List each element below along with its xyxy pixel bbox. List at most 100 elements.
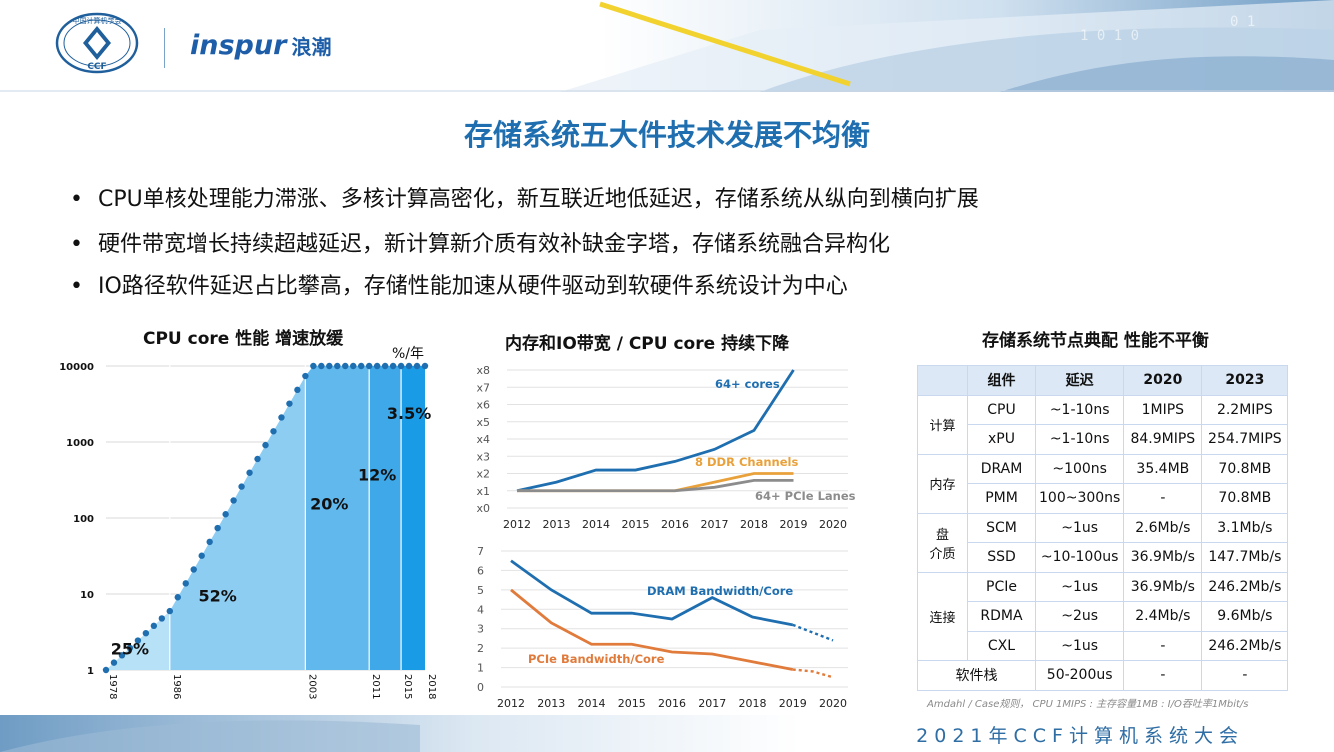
table-cell: 1MIPS [1123,394,1203,425]
table-cell: ~1-10ns [1034,424,1125,455]
series-label: 64+ PCIe Lanes [755,489,856,503]
logo-divider [164,28,165,68]
data-point [158,615,166,622]
table-cell: 36.9Mb/s [1123,542,1203,573]
y-tick-label: x7 [476,381,490,394]
data-point [326,362,333,370]
table-cell: ~2us [1034,601,1125,632]
y-tick-label: 7 [477,545,484,558]
data-point [118,652,126,659]
y-tick-label: x2 [476,468,490,481]
table-row: PMM 100~300ns -70.8MB [918,483,1289,514]
bandwidth-per-core-chart: 0 1 2 3 4 5 6 7 2012 2013 2014 2015 2016 2017 2018 2019… [477,545,848,710]
table-cell: xPU [967,424,1036,455]
y-tick-label: 4 [477,603,484,616]
data-point [270,428,277,435]
series-line [516,369,795,493]
ccf-logo: 中国计算机学会 CCF [55,12,139,74]
table-cell: - [1201,660,1289,691]
page-title: 存储系统五大件技术发展不均衡 [463,118,870,152]
segment-growth-label: 52% [199,586,237,605]
table-cell: - [1123,630,1203,661]
table-cell: ~10-100us [1034,542,1125,573]
segment-growth-label: 12% [358,466,396,485]
table-header-cell [917,365,968,396]
table-cell: 246.2Mb/s [1201,571,1289,602]
series-line [517,478,794,493]
x-tick-label: 2020 [819,697,847,710]
table-cell: 36.9Mb/s [1123,571,1203,602]
table-cell: 50-200us [1034,660,1125,691]
table-header-cell: 组件 [967,365,1036,396]
table-cell: DRAM [967,453,1036,484]
table-cell: ~100ns [1034,453,1125,484]
y-tick-label: 0 [477,681,484,694]
x-tick-label: 2012 [497,697,525,710]
x-tick-label: 2015 [622,518,650,530]
x-tick-label: 2017 [701,518,729,530]
x-tick-label: 2011 [370,674,381,699]
data-point [198,552,205,559]
y-tick-label: x6 [476,399,490,412]
table-cell: ~1us [1034,630,1125,661]
bullet-2-text: 硬件带宽增长持续超越延迟，新计算新介质有效补缺金字塔，存储系统融合异构化 [98,232,891,257]
table-cell: 软件栈 [917,660,1036,691]
x-tick-label: 1986 [171,674,182,699]
table-cell: SCM [967,512,1036,543]
table-cell: RDMA [967,601,1036,632]
data-point [222,511,229,518]
table-row: 软件栈 50-200us - - [917,660,1289,691]
svg-text:中国计算机学会: 中国计算机学会 [73,16,122,25]
data-point [126,644,134,652]
cpu-performance-chart: 1 10 100 1000 10000 25% 52% 20% 12% 3.5% 1978 1986 2… [59,362,437,699]
data-point [302,372,309,380]
area-segment [305,366,370,670]
data-point [150,622,158,630]
table-cell: 84.9MIPS [1123,424,1203,455]
table-group-cell: 盘介质 [917,512,968,573]
data-point [405,362,413,370]
table-cell: 100~300ns [1034,483,1125,514]
inspur-logo: inspur 浪潮 [190,30,332,61]
area-segment [401,366,425,670]
bandwidth-chart-title: 内存和IO带宽 / CPU core 持续下降 [505,334,790,354]
x-tick-label: 2013 [543,518,571,530]
data-point [174,594,181,601]
table-row: RDMA ~2us 2.4Mb/s 9.6Mb/s [918,601,1289,632]
table-group-cell: 内存 [917,453,968,514]
cpu-chart-title: CPU core 性能 增速放缓 [143,329,344,349]
data-point [318,362,325,370]
x-tick-label: 2014 [578,697,606,710]
data-point [389,362,397,370]
y-tick-label: 2 [477,642,484,655]
table-row: 连接 PCIe ~1us 36.9Mb/s 246.2Mb/s [917,571,1289,661]
data-point [214,524,221,532]
table-cell: 35.4MB [1123,453,1203,484]
data-point [182,580,189,587]
svg-text:1 0 1 0: 1 0 1 0 [1080,28,1139,44]
footer-conference: 2021年CCF计算机系统大会 [916,725,1244,747]
data-point [262,441,269,449]
area-segment [169,376,306,670]
y-tick-label: x4 [476,433,490,446]
table-header-cell: 2023 [1201,365,1289,396]
data-point [342,362,349,370]
data-point [350,362,357,370]
series-label: 64+ cores [715,377,780,391]
table-cell: SSD [967,542,1036,573]
table-header-cell: 延迟 [1034,365,1125,396]
segment-growth-label: 25% [111,639,149,658]
data-point [278,414,285,421]
table-cell: 2.2MIPS [1201,394,1289,425]
data-point [334,362,341,370]
x-tick-label: 2017 [698,697,726,710]
series-label: DRAM Bandwidth/Core [647,584,793,598]
table-cell: CXL [967,630,1036,661]
bullet-3-text: IO路径软件延迟占比攀高，存储性能加速从硬件驱动到软硬件系统设计为中心 [98,274,848,299]
table-footnote: Amdahl / Case规则， CPU 1MIPS : 主存容量1MB : I… [927,699,1249,710]
table-cell: ~1us [1034,512,1125,543]
data-point [246,469,253,476]
table-cell: 246.2Mb/s [1201,630,1289,661]
bullet-3: • IO路径软件延迟占比攀高，存储性能加速从硬件驱动到软硬件系统设计为中心 [70,274,848,299]
data-point [310,362,317,370]
